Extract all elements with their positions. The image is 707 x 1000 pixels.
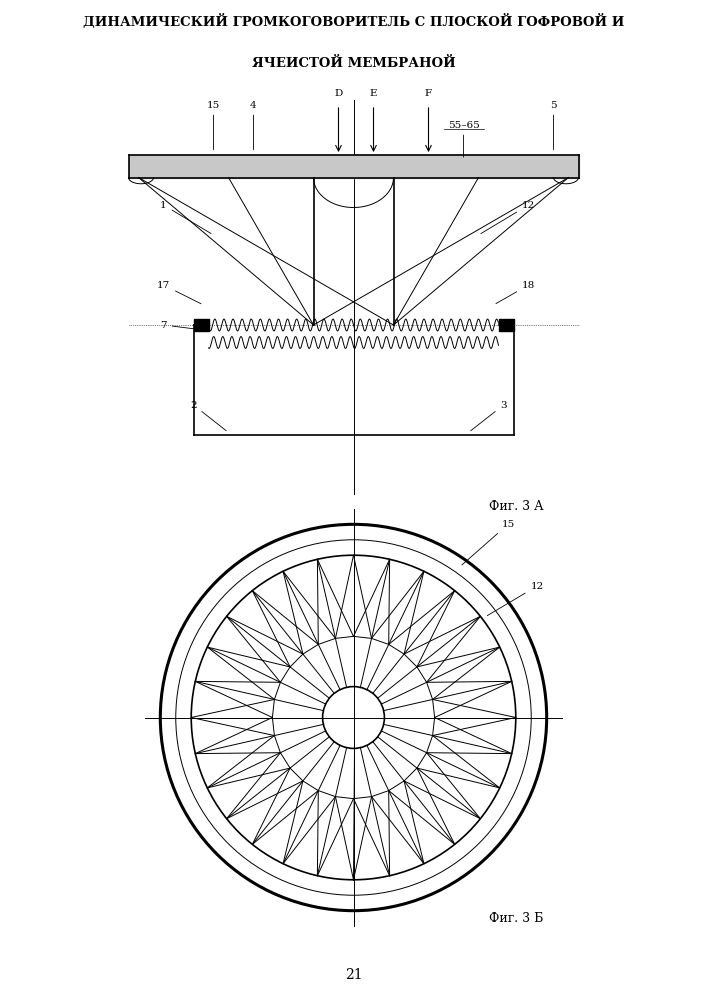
Text: 1: 1 [160,200,211,234]
Text: 15: 15 [462,520,515,565]
Text: E: E [370,89,378,98]
Text: D: D [334,89,343,98]
Text: F: F [425,89,432,98]
Text: ЯЧЕИСТОЙ МЕМБРАНОЙ: ЯЧЕИСТОЙ МЕМБРАНОЙ [252,57,455,70]
Text: 12: 12 [487,582,544,616]
Text: 3: 3 [471,400,507,431]
Text: 5: 5 [550,101,557,150]
Text: Фиг. 3 Б: Фиг. 3 Б [489,912,543,925]
Text: 18: 18 [496,280,535,304]
Text: Фиг. 3 А: Фиг. 3 А [489,500,544,513]
Bar [194,319,209,331]
Text: 55–65: 55–65 [448,120,479,157]
Text: 4: 4 [250,101,257,150]
Text: 21: 21 [345,968,362,982]
Text: 17: 17 [157,280,201,304]
Text: 2: 2 [190,400,226,431]
Text: 12: 12 [481,200,535,234]
Bar [498,319,513,331]
Text: ДИНАМИЧЕСКИЙ ГРОМКОГОВОРИТЕЛЬ С ПЛОСКОЙ ГОФРОВОЙ И: ДИНАМИЧЕСКИЙ ГРОМКОГОВОРИТЕЛЬ С ПЛОСКОЙ … [83,14,624,29]
Text: 15: 15 [207,101,220,150]
Text: 7: 7 [160,320,201,330]
